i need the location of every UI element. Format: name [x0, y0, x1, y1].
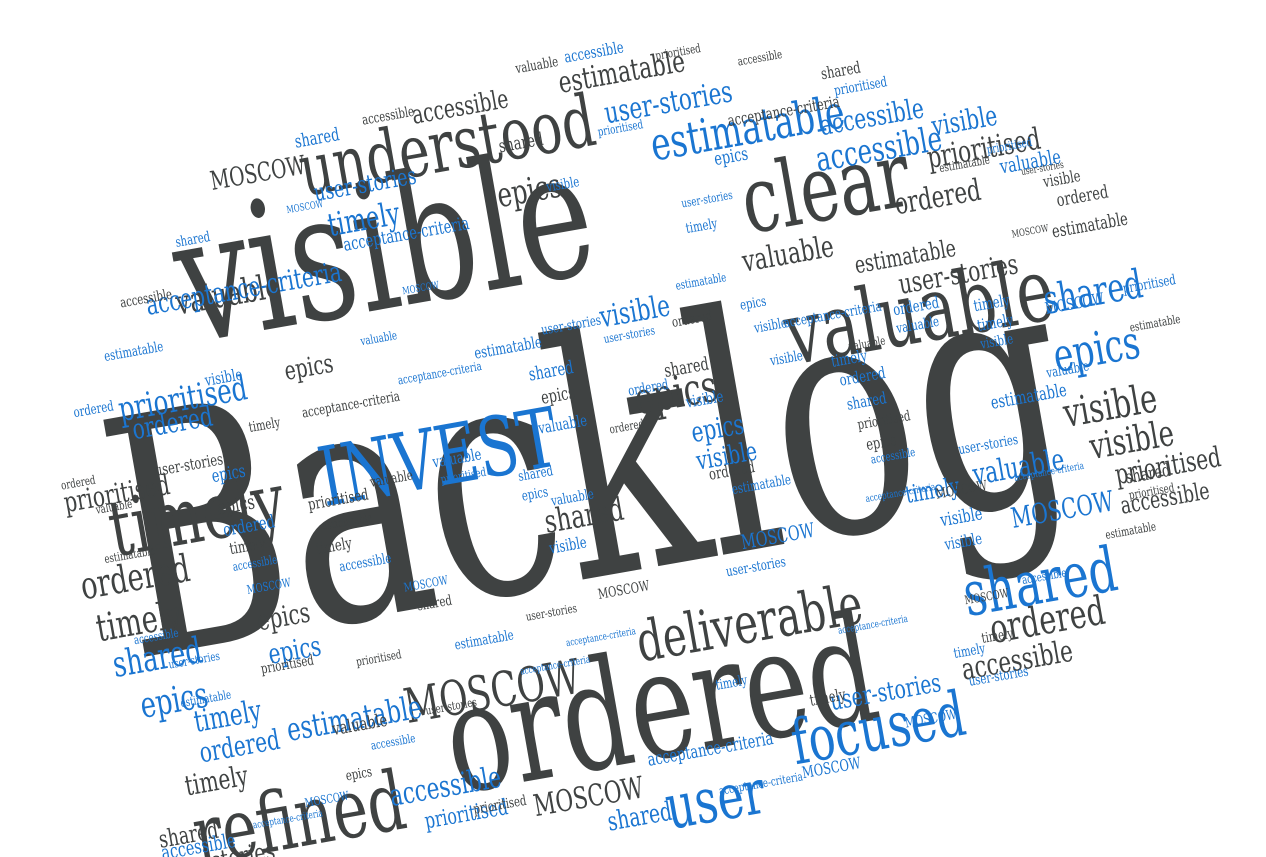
- word-timely-11: timely: [684, 215, 719, 238]
- word-user: user: [659, 754, 771, 844]
- word-epics-5: epics: [282, 348, 336, 387]
- word-accessible-17: accessible: [369, 731, 417, 753]
- word-user-stories-10: user-stories: [680, 187, 734, 211]
- word-valuable-5: valuable: [514, 54, 560, 78]
- word-estimatable-10: estimatable: [1050, 208, 1130, 243]
- word-epics-14: epics: [215, 489, 257, 520]
- word-prioritised-6: prioritised: [654, 41, 702, 63]
- word-prioritised-8: prioritised: [596, 117, 645, 139]
- word-estimatable-17: estimatable: [1104, 519, 1158, 542]
- word-accessible-10: accessible: [736, 47, 784, 69]
- word-estimatable-8: estimatable: [1128, 311, 1182, 335]
